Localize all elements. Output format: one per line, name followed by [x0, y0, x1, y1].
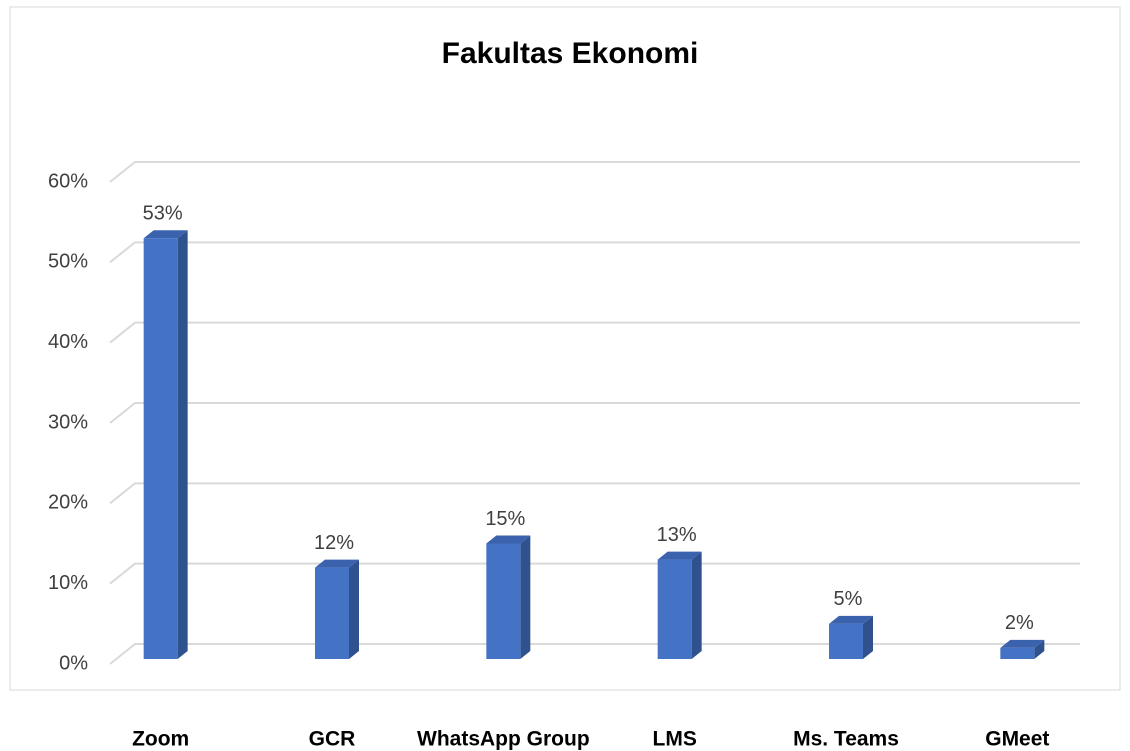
- grid-line: [109, 161, 1080, 183]
- chart-title: Fakultas Ekonomi: [442, 37, 699, 70]
- bar: [143, 230, 188, 659]
- x-tick-label: Zoom: [132, 728, 189, 751]
- bar-front: [315, 567, 349, 659]
- bar-top: [829, 615, 873, 624]
- data-label: 12%: [314, 532, 354, 554]
- data-label: 13%: [657, 524, 697, 546]
- x-tick-label: Ms. Teams: [793, 728, 899, 751]
- bar-side: [1034, 639, 1045, 659]
- bar: [315, 559, 359, 659]
- x-tick-label: GCR: [309, 728, 356, 751]
- y-tick-label: 0%: [59, 652, 88, 674]
- grid-line: [109, 241, 1080, 264]
- y-tick-label: 40%: [48, 331, 88, 353]
- data-label: 2%: [1005, 612, 1034, 634]
- bar: [829, 615, 873, 659]
- grid-line: [109, 643, 1080, 665]
- x-tick-label: GMeet: [985, 728, 1049, 751]
- data-label: 53%: [143, 203, 183, 225]
- x-tick-label: LMS: [653, 728, 697, 751]
- bar-top: [143, 230, 188, 239]
- bar-top: [657, 551, 702, 560]
- bar: [486, 535, 531, 659]
- bar-front: [486, 543, 521, 659]
- grid-line: [109, 321, 1080, 344]
- data-label: 5%: [834, 588, 863, 610]
- bar: [657, 551, 702, 659]
- bar-side: [863, 615, 873, 659]
- grid-line: [109, 562, 1080, 585]
- grid-line: [109, 482, 1080, 505]
- bar-front: [829, 623, 863, 659]
- bar-side: [349, 559, 359, 659]
- bar-top: [486, 535, 531, 544]
- bar-front: [657, 559, 692, 659]
- bar-front: [1000, 647, 1035, 659]
- grid-line: [109, 402, 1080, 424]
- y-tick-label: 10%: [48, 572, 88, 594]
- bar-front: [143, 238, 178, 659]
- bar-side: [177, 230, 188, 659]
- x-tick-label: WhatsApp Group: [417, 728, 590, 751]
- bar-side: [520, 535, 531, 659]
- bar-side: [691, 551, 702, 659]
- y-tick-label: 60%: [48, 170, 88, 192]
- bar: [1000, 639, 1045, 659]
- data-label: 15%: [485, 508, 525, 530]
- bar-top: [315, 559, 359, 568]
- bar-top: [1000, 639, 1045, 648]
- y-tick-label: 50%: [48, 251, 88, 273]
- y-tick-label: 30%: [48, 411, 88, 433]
- y-tick-label: 20%: [48, 492, 88, 514]
- chart-frame: [9, 6, 1121, 691]
